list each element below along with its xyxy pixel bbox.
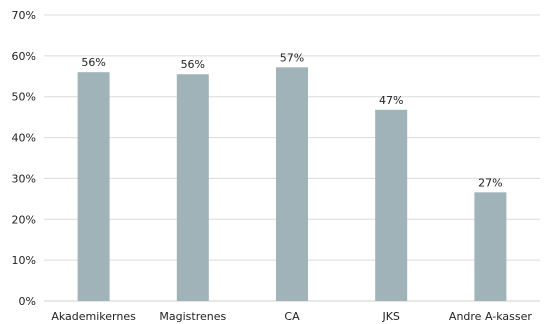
x-tick-label: Akademikernes <box>51 310 136 323</box>
bar <box>176 74 209 301</box>
data-label: 56% <box>81 56 105 69</box>
x-tick-label: JKS <box>381 310 399 323</box>
data-label: 27% <box>478 176 502 189</box>
y-tick-label: 40% <box>12 132 36 145</box>
bar <box>375 109 408 301</box>
data-label: 56% <box>181 58 205 71</box>
bars <box>77 67 507 301</box>
x-tick-label: Andre A-kasser <box>449 310 532 323</box>
data-labels: 56% 56% 57% 47% 27% <box>81 51 502 189</box>
y-tick-label: 20% <box>12 213 36 226</box>
data-label: 57% <box>280 51 304 64</box>
x-tick-label: Magistrenes <box>159 310 226 323</box>
data-label: 47% <box>379 94 403 107</box>
y-tick-label: 0% <box>19 295 36 308</box>
bar <box>276 67 308 301</box>
x-tick-label: CA <box>284 310 300 323</box>
bar <box>77 72 110 301</box>
bar <box>474 192 507 301</box>
y-tick-label: 10% <box>12 254 36 267</box>
y-tick-label: 30% <box>12 172 36 185</box>
y-axis: 0% 10% 20% 30% 40% 50% 60% 70% <box>12 9 36 308</box>
x-axis: Akademikernes Magistrenes CA JKS Andre A-kas… <box>51 310 532 323</box>
y-tick-label: 70% <box>12 9 36 22</box>
y-tick-label: 60% <box>12 50 36 63</box>
y-tick-label: 50% <box>12 91 36 104</box>
